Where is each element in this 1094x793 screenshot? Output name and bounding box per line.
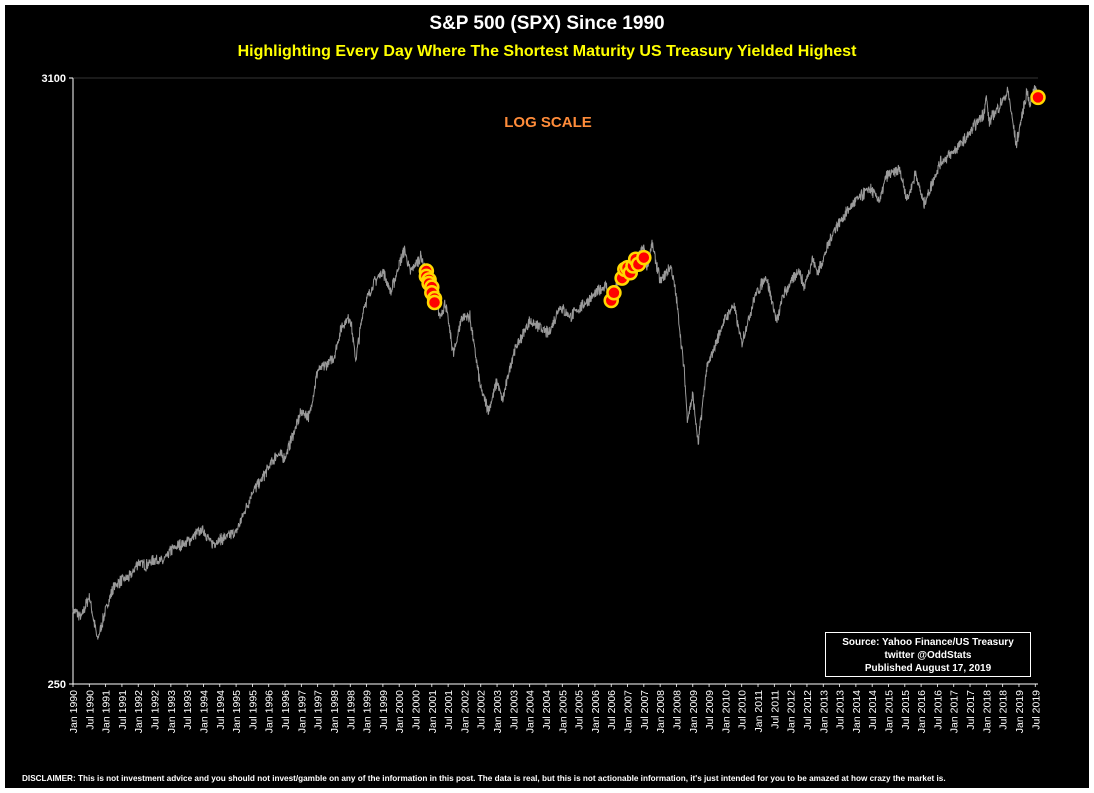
chart-subtitle: Highlighting Every Day Where The Shortes… [237,43,857,60]
x-tick-label: Jul 2017 [965,690,977,730]
x-tick-label: Jan 1993 [166,690,178,733]
source-line: Source: Yahoo Finance/US Treasury [842,637,1014,648]
x-tick-label: Jan 1996 [264,690,276,733]
x-tick-label: Jul 2010 [737,690,749,730]
x-tick-label: Jul 2002 [476,690,488,730]
x-tick-label: Jul 2014 [867,690,879,730]
x-tick-label: Jul 2008 [672,690,684,730]
x-tick-label: Jul 1994 [215,690,227,730]
x-tick-label: Jan 2003 [492,690,504,733]
x-tick-label: Jan 1992 [133,690,145,733]
x-tick-label: Jan 2017 [949,690,961,733]
x-tick-label: Jan 2010 [720,690,732,733]
x-tick-label: Jan 2006 [590,690,602,733]
x-tick-label: Jul 2000 [411,690,423,730]
x-tick-label: Jan 2012 [786,690,798,733]
x-tick-label: Jul 2019 [1030,690,1042,730]
x-tick-label: Jul 2012 [802,690,814,730]
x-tick-label: Jul 1991 [117,690,129,730]
highlight-markers [418,89,1046,311]
x-tick-label: Jul 2016 [932,690,944,730]
x-tick-label: Jan 2011 [753,690,765,733]
x-tick-label: Jul 2018 [998,690,1010,730]
x-tick-label: Jul 2005 [574,690,586,730]
highlight-point [606,285,622,301]
x-tick-label: Jul 2006 [606,690,618,730]
x-tick-label: Jan 2016 [916,690,928,733]
x-tick-label: Jan 2015 [884,690,896,733]
x-tick-label: Jul 2004 [541,690,553,730]
x-tick-label: Jul 1999 [378,690,390,730]
x-tick-label: Jan 1995 [231,690,243,733]
x-tick-label: Jan 2007 [623,690,635,733]
x-tick-label: Jul 2011 [769,690,781,729]
x-tick-label: Jan 2019 [1014,690,1026,733]
x-tick-label: Jan 1997 [296,690,308,733]
x-tick-label: Jan 2008 [655,690,667,733]
y-tick-label: 250 [48,679,66,691]
log-scale-label: LOG SCALE [504,114,592,131]
x-tick-label: Jan 2000 [394,690,406,733]
x-tick-label: Jan 1994 [199,690,211,733]
highlight-point [426,294,443,311]
x-tick-labels: Jan 1990 Jul 1990 Jan 1991 Jul 1991 Jan 1992… [68,684,1042,733]
x-tick-label: Jul 1992 [150,690,162,730]
x-tick-label: Jul 2001 [443,690,455,730]
x-tick-label: Jan 1999 [362,690,374,733]
source-box: Source: Yahoo Finance/US Treasury twitte… [825,632,1031,677]
y-tick-label: 3100 [42,73,66,85]
x-tick-label: Jul 1990 [84,690,96,730]
x-tick-label: Jul 1996 [280,690,292,730]
price-line-group [72,85,1039,640]
x-tick-label: Jul 1998 [345,690,357,730]
x-tick-label: Jan 1991 [101,690,113,733]
x-tick-label: Jan 2009 [688,690,700,733]
x-tick-label: Jul 2003 [508,690,520,730]
x-tick-label: Jan 2013 [818,690,830,733]
x-tick-label: Jan 2004 [525,690,537,733]
published-date: Published August 17, 2019 [864,663,992,674]
x-tick-label: Jul 2015 [900,690,912,730]
axes [69,77,1038,685]
x-tick-label: Jul 1997 [313,690,325,730]
y-tick-labels: 3100 250 [42,73,66,691]
twitter-handle: twitter @OddStats [884,650,972,661]
x-tick-label: Jul 1993 [182,690,194,730]
highlight-point [636,249,652,266]
x-tick-label: Jan 1998 [329,690,341,733]
spx-price-line [72,85,1039,640]
x-tick-label: Jul 2013 [835,690,847,730]
x-tick-label: Jan 2014 [851,690,863,733]
x-tick-label: Jul 1995 [247,690,259,730]
x-tick-label: Jul 2007 [639,690,651,730]
x-tick-label: Jan 2018 [981,690,993,733]
disclaimer: DISCLAIMER: This is not investment advic… [22,774,946,783]
x-tick-label: Jan 2001 [427,690,439,733]
x-tick-label: Jan 2002 [459,690,471,733]
x-tick-label: Jan 1990 [68,690,80,733]
chart-title: S&P 500 (SPX) Since 1990 [429,13,665,34]
highlight-point [1030,89,1046,106]
x-tick-label: Jan 2005 [557,690,569,733]
x-tick-label: Jul 2009 [704,690,716,730]
